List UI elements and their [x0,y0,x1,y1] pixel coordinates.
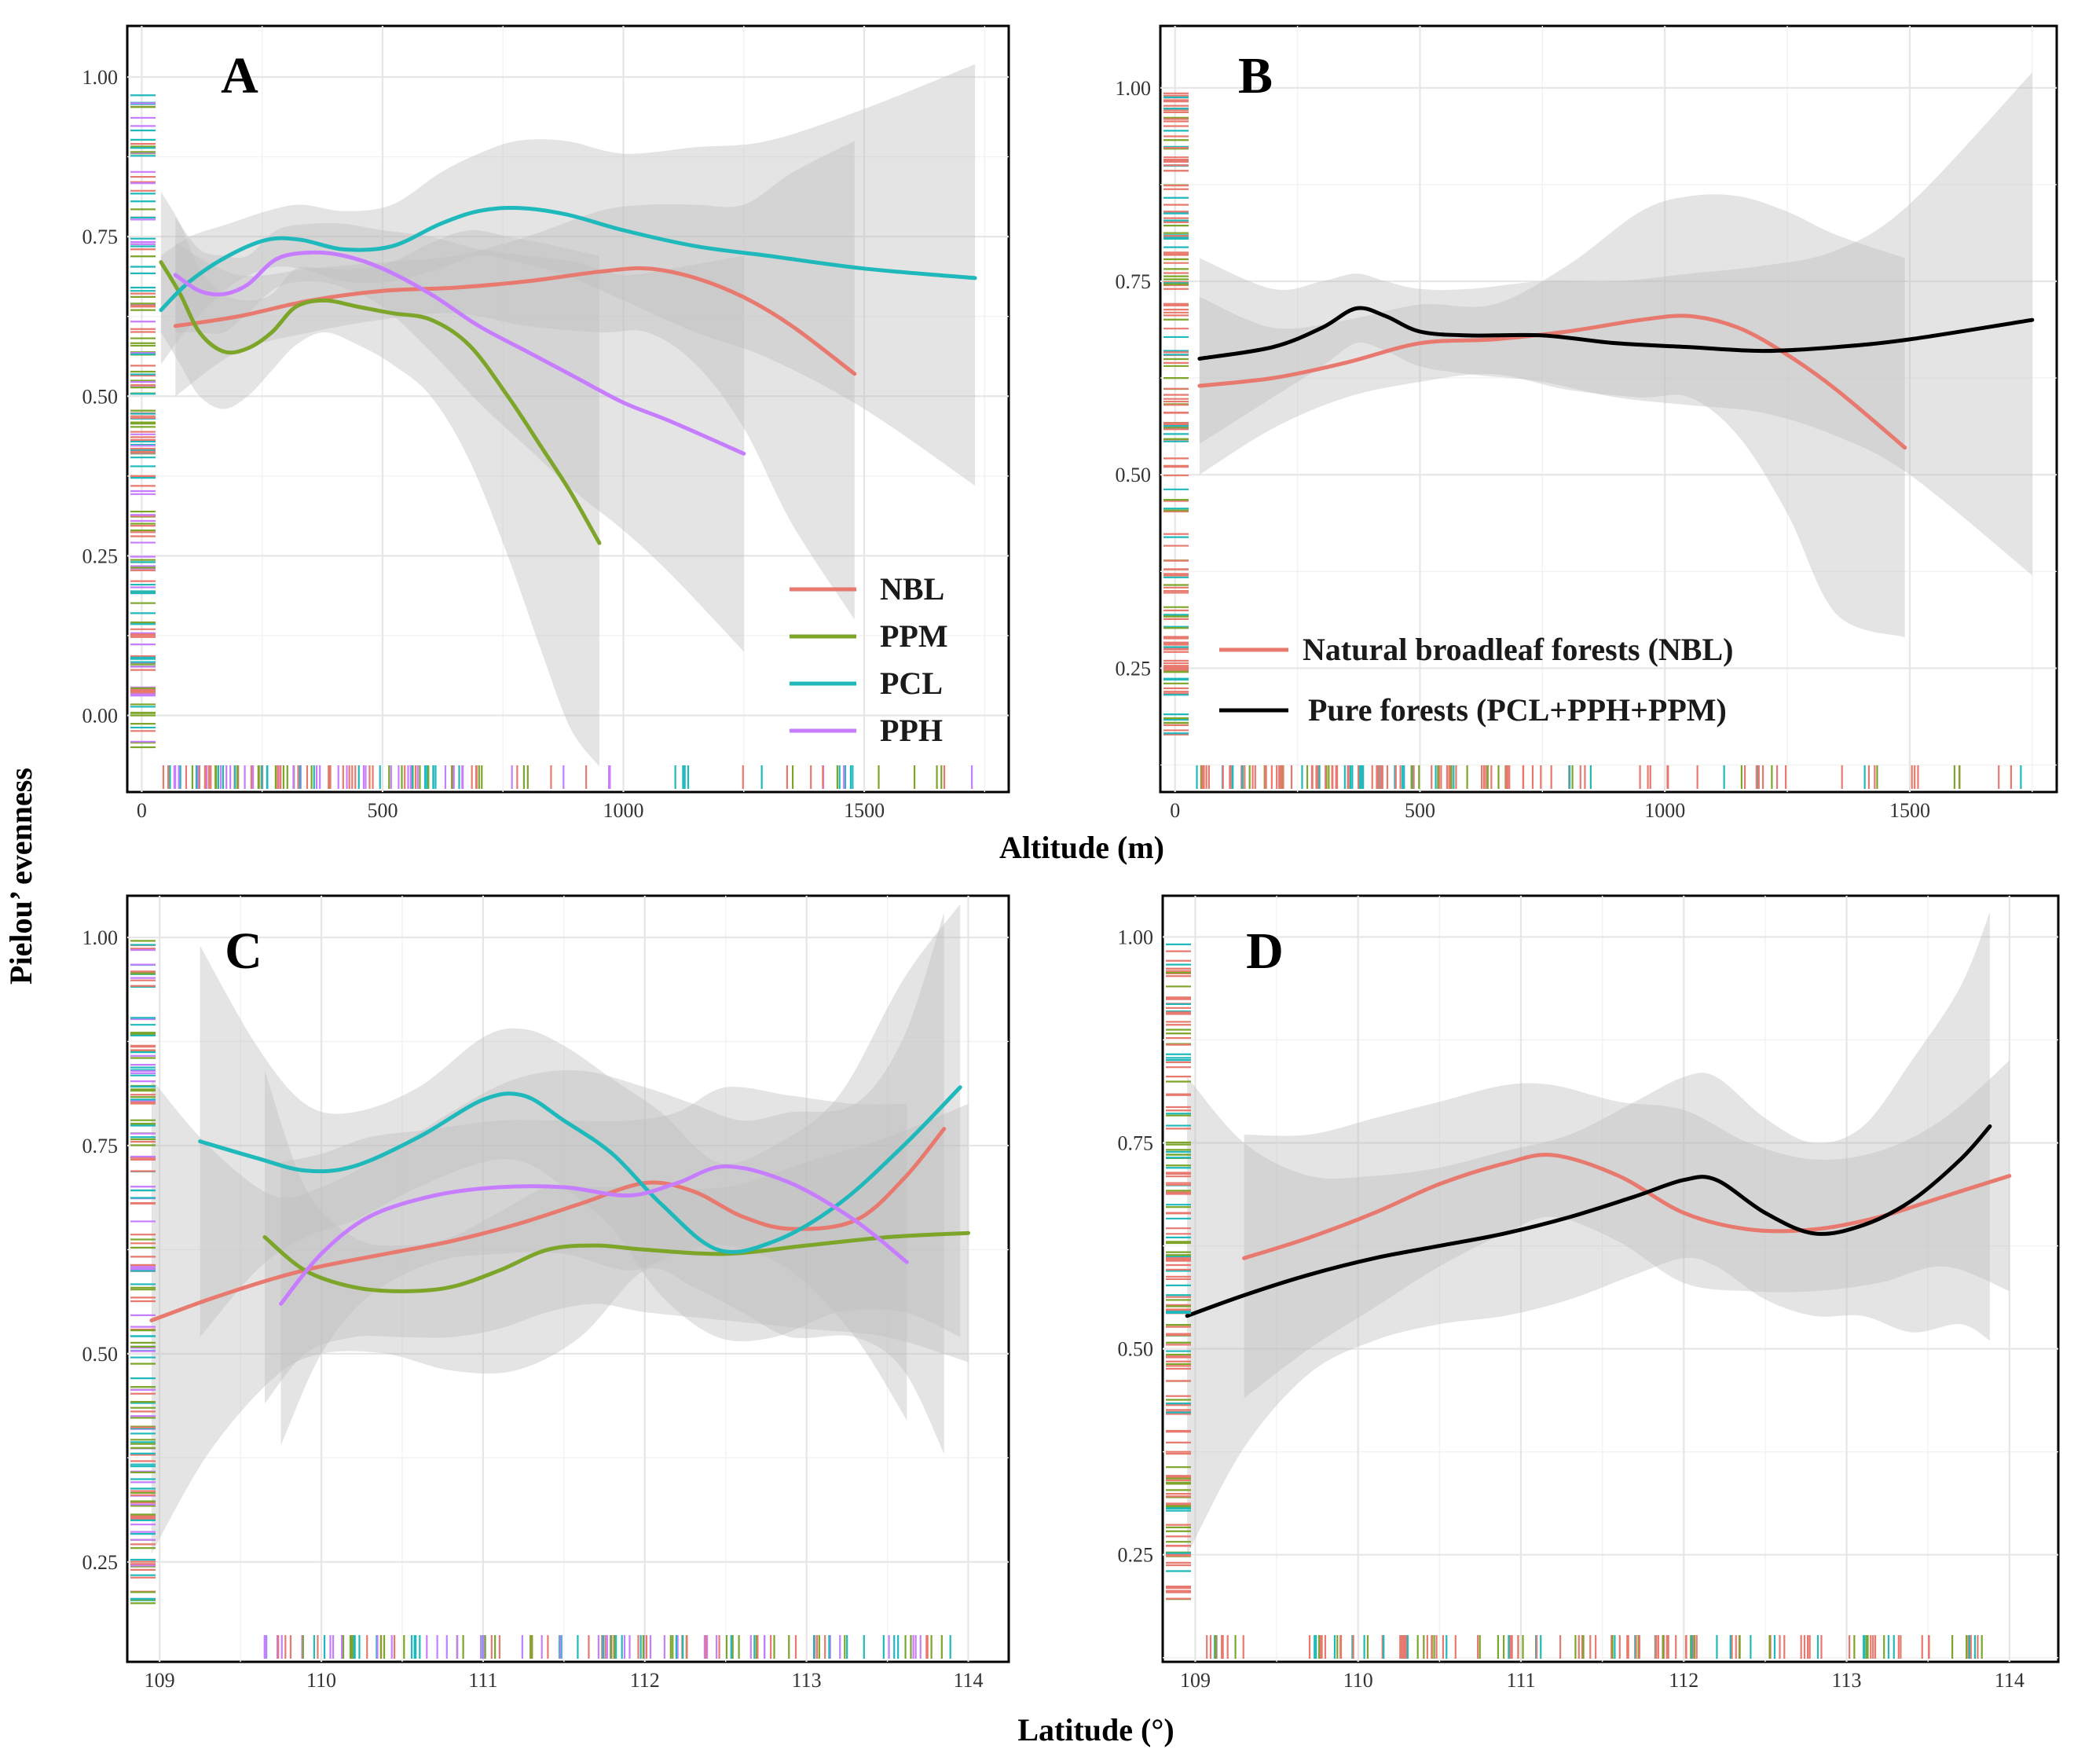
y-tick-label: 0.50 [82,1343,119,1366]
x-tick-label: 500 [1405,799,1435,822]
y-axis-title: Pielou’ evenness [3,768,38,985]
y-tick-label: 0.75 [1116,270,1152,293]
panel-c: 0.25 0.50 0.75 1.00 109 110 111 112 113 114 C [82,894,1010,1692]
y-tick-label: 1.00 [1118,926,1154,948]
panel-a: 0.00 0.25 0.50 0.75 1.00 0 500 1000 1500 A NBL PPM P… [82,24,1010,822]
x-tick-label: 113 [1832,1669,1862,1692]
y-tick-label: 1.00 [82,926,119,949]
panel-letter: C [225,922,262,980]
series-line-ppm [159,260,602,545]
series-line-pure [1185,1124,1992,1318]
confidence-ribbon [200,904,961,1342]
x-tick-label: 111 [468,1669,497,1692]
confidence-ribbon [280,1087,907,1446]
legend-label: Natural broadleaf forests (NBL) [1303,632,1733,667]
legend-label: PPH [880,713,943,748]
series-line-pcl [159,205,977,313]
y-tick-label: 0.75 [82,226,119,248]
x-axis-title-top: Altitude (m) [999,830,1164,865]
x-axis-title-bottom: Latitude (°) [1017,1712,1174,1747]
confidence-ribbon [175,217,744,652]
series-line-pcl [198,1085,962,1254]
panel-d: 0.25 0.50 0.75 1.00 109 110 111 112 113 114 D [1118,894,2060,1692]
x-tick-label: 113 [792,1669,822,1692]
series-line-nbl [1197,314,1907,450]
x-tick-label: 109 [1180,1669,1211,1692]
x-tick-label: 1500 [1889,799,1930,822]
x-tick-label: 1000 [603,799,644,822]
confidence-ribbon [151,912,944,1554]
y-tick-label: 1.00 [82,66,119,89]
series-line-nbl [149,1127,947,1322]
y-tick-label: 0.50 [82,385,119,408]
x-tick-label: 1500 [844,799,885,822]
x-tick-label: 109 [145,1669,175,1692]
panel-letter: D [1246,922,1284,980]
x-tick-label: 110 [1343,1669,1373,1692]
legend-label: PCL [880,666,943,701]
x-tick-label: 112 [630,1669,660,1692]
y-tick-label: 0.75 [82,1135,119,1157]
series-line-pph [173,250,746,456]
confidence-ribbon [1244,1060,2010,1399]
x-tick-label: 110 [306,1669,336,1692]
x-tick-label: 1000 [1644,799,1685,822]
confidence-ribbon [265,1070,969,1404]
legend-label: Pure forests (PCL+PPH+PPM) [1308,692,1727,728]
x-tick-label: 0 [1170,799,1180,822]
x-tick-label: 114 [954,1669,984,1692]
y-tick-label: 0.25 [1116,657,1152,680]
y-tick-label: 0.50 [1116,464,1152,486]
legend-label: PPM [880,618,948,654]
confidence-ribbon [1187,912,1990,1555]
series-line-pure [1197,306,2035,361]
x-tick-label: 0 [137,799,147,822]
x-tick-label: 111 [1506,1669,1535,1692]
y-tick-label: 0.25 [1118,1544,1154,1567]
confidence-ribbon [175,141,855,620]
y-tick-label: 0.25 [82,1551,119,1574]
panel-frame [1159,24,2058,794]
series-line-pph [279,1164,909,1306]
confidence-ribbon [1199,194,1905,638]
y-tick-label: 0.25 [82,545,119,567]
x-tick-label: 112 [1669,1669,1698,1692]
panel-frame [126,24,1010,794]
panel-b: 0.25 0.50 0.75 1.00 0 500 1000 1500 B Natural bro… [1116,24,2058,822]
panel-letter: B [1238,47,1273,105]
y-tick-label: 0.50 [1118,1338,1154,1361]
y-tick-label: 1.00 [1116,77,1152,100]
series-line-ppm [262,1230,970,1293]
y-tick-label: 0.00 [82,705,119,728]
panel-frame [1161,894,2060,1663]
x-tick-label: 500 [367,799,398,822]
x-tick-label: 114 [1995,1669,2025,1692]
panel-letter: A [221,47,258,105]
y-tick-label: 0.75 [1118,1132,1154,1155]
legend-label: NBL [880,571,944,607]
